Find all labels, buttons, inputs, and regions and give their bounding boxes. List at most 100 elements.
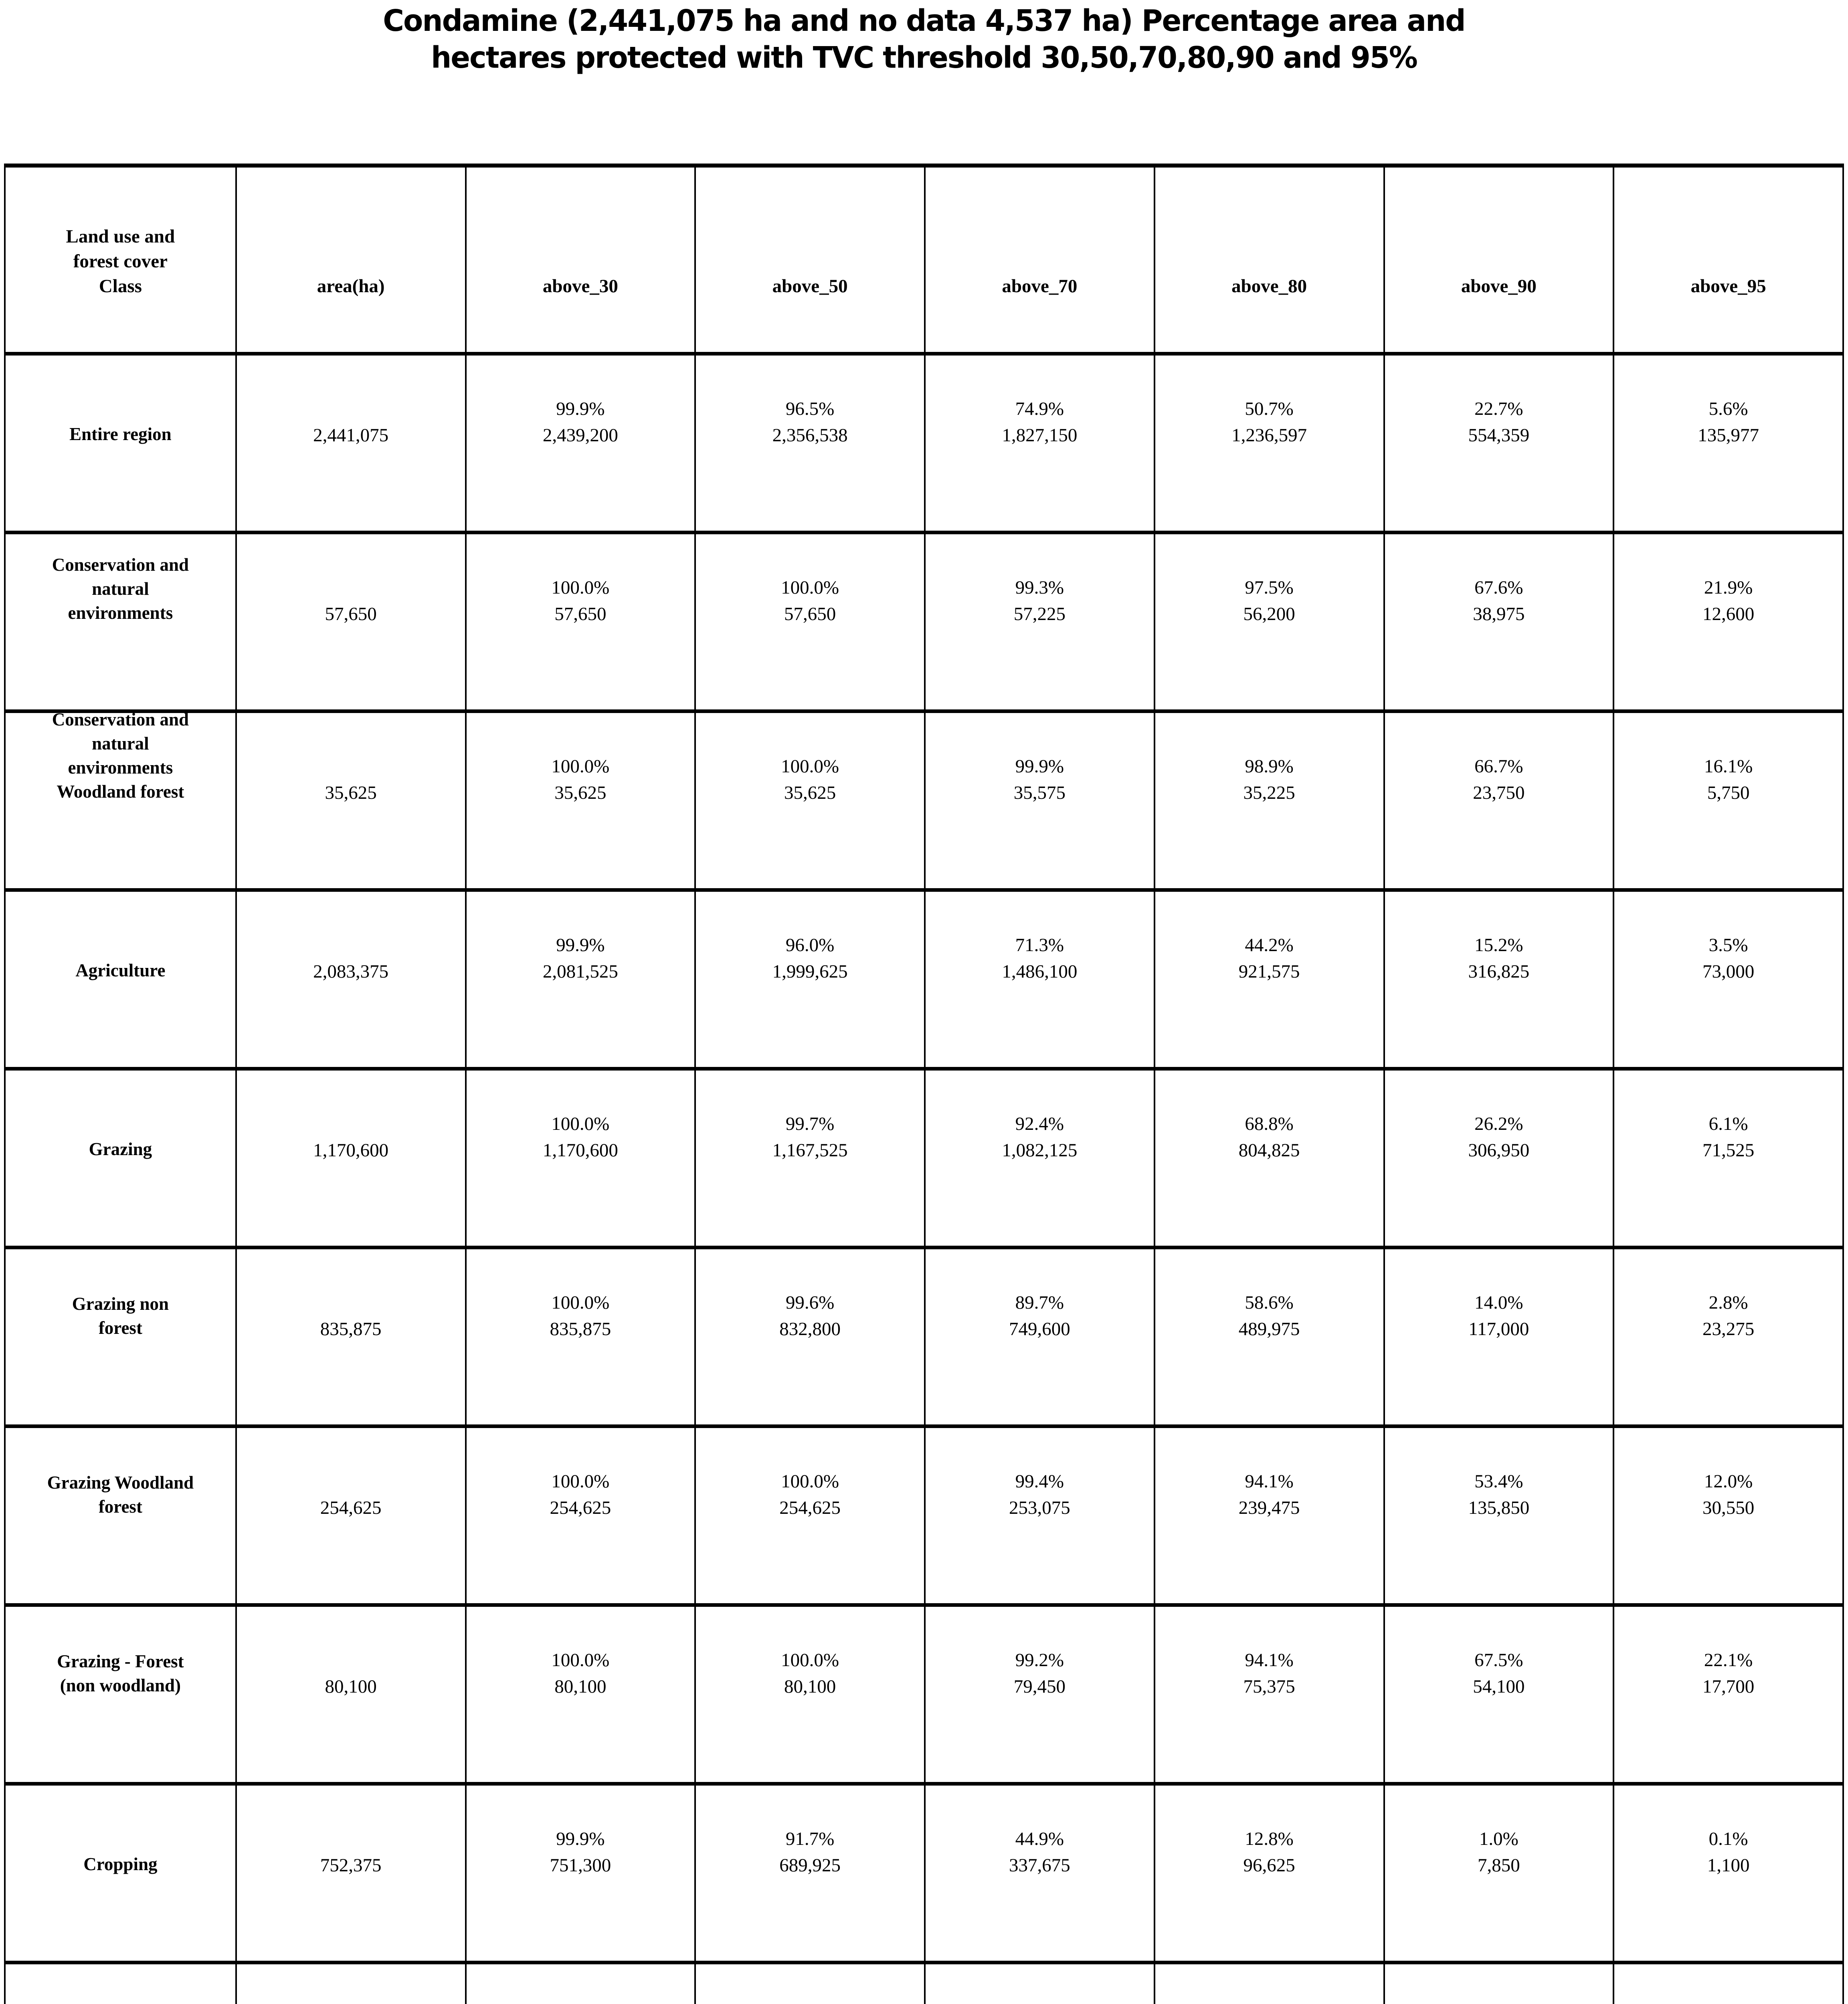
row-label-line: forest	[98, 1318, 142, 1338]
threshold-cell: 68.8% 804,825	[1153, 1071, 1383, 1246]
hectares-value: 79,450	[1013, 1676, 1066, 1697]
threshold-cell-content: 68.8% 804,825	[1157, 1111, 1382, 1164]
page-title-line-2: hectares protected with TVC threshold 30…	[431, 40, 1418, 75]
hectares-value: 751,300	[550, 1855, 611, 1876]
percent-value: 21.9%	[1704, 577, 1753, 598]
threshold-cell: 96.0% 1,999,625	[694, 892, 924, 1067]
percent-value: 14.0%	[1474, 1292, 1523, 1313]
threshold-cell: 0.1% 1,100	[1613, 1786, 1842, 1961]
table-row: Entire region 2,441,075 99.9% 2,439,200 96.5…	[6, 352, 1842, 531]
threshold-cell: 91.7% 689,925	[694, 1786, 924, 1961]
area-ha-value: 1,170,600	[313, 1140, 389, 1161]
threshold-cell-content: 53.4% 135,850	[1387, 1468, 1611, 1521]
hectares-value: 1,100	[1707, 1855, 1750, 1876]
row-label-line: environments	[68, 758, 173, 778]
threshold-cell: 22.7% 554,359	[1383, 356, 1613, 531]
threshold-cell: 12.0% 30,550	[1613, 1428, 1842, 1603]
percent-value: 67.6%	[1474, 577, 1523, 598]
column-header-text-class: Land use and forest cover Class	[7, 224, 234, 299]
threshold-cell-content: 66.7% 23,750	[1387, 753, 1611, 806]
threshold-cell-content: 100.0% 254,625	[698, 1468, 922, 1521]
threshold-cell: 22.1% 17,700	[1613, 1607, 1842, 1782]
threshold-cell-content: 100.0% 35,625	[468, 753, 693, 806]
row-label-line: natural	[92, 579, 149, 599]
threshold-cell: 99.9% 751,300	[465, 1786, 695, 1961]
hectares-value: 80,100	[784, 1676, 836, 1697]
percent-value: 99.6%	[785, 1292, 835, 1313]
hectares-value: 57,650	[554, 604, 607, 624]
area-ha-cell: 160,125	[235, 1964, 465, 2004]
row-label: Grazing	[7, 1137, 234, 1161]
area-ha-spacer	[239, 1647, 463, 1673]
row-label-cell: Grazing Woodland forest	[6, 1428, 235, 1603]
column-header-text-above-80: above_80	[1157, 274, 1382, 299]
percent-value: 1.0%	[1479, 1828, 1518, 1849]
hectares-value: 2,356,538	[772, 425, 848, 446]
hectares-value: 75,375	[1243, 1676, 1295, 1697]
threshold-cell: 99.9% 2,439,200	[465, 356, 695, 531]
area-ha-cell: 80,100	[235, 1607, 465, 1782]
hectares-value: 921,575	[1238, 961, 1300, 982]
hectares-value: 7,850	[1478, 1855, 1520, 1876]
hectares-value: 254,625	[550, 1497, 611, 1518]
percent-value: 100.0%	[551, 1292, 610, 1313]
column-header-above-50: above_50	[694, 168, 924, 352]
threshold-cell: 21.9% 12,600	[1613, 534, 1842, 709]
area-ha-value: 835,875	[320, 1319, 382, 1339]
row-label-line: Conservation and	[52, 555, 189, 575]
threshold-cell: 100.0% 57,650	[465, 534, 695, 709]
column-header-above-30: above_30	[465, 168, 695, 352]
threshold-cell: 100.0% 35,625	[694, 713, 924, 888]
threshold-cell-content: 99.9% 35,575	[927, 753, 1152, 806]
row-label: Grazing - Forest (non woodland)	[7, 1649, 234, 1697]
threshold-cell: 15.2% 316,825	[1383, 892, 1613, 1067]
row-label-cell: Grazing - Forest (non woodland)	[6, 1607, 235, 1782]
percent-value: 67.5%	[1474, 1650, 1523, 1671]
threshold-cell-content: 97.5% 56,200	[1157, 574, 1382, 627]
column-header-text-above-90: above_90	[1387, 274, 1611, 299]
table-row: Grazing Woodland forest 254,625 100.0% 254,6…	[6, 1424, 1842, 1603]
percent-value: 0.1%	[1708, 1828, 1748, 1849]
area-ha-value: 2,441,075	[313, 425, 389, 446]
threshold-cell-content: 22.7% 554,359	[1387, 396, 1611, 448]
row-label-line: (non woodland)	[60, 1675, 181, 1695]
table-header-row: Land use and forest cover Class area(ha) abo…	[6, 168, 1842, 352]
row-label-line: Grazing Woodland	[47, 1473, 194, 1493]
area-ha-cell: 57,650	[235, 534, 465, 709]
row-label: Entire region	[7, 422, 234, 446]
percent-value: 91.7%	[785, 1828, 835, 1849]
hectares-value: 80,100	[554, 1676, 607, 1697]
threshold-cell-content: 100.0% 835,875	[468, 1289, 693, 1342]
row-label: Grazing Woodland forest	[7, 1471, 234, 1519]
threshold-cell: 100.0% 80,100	[465, 1607, 695, 1782]
threshold-cell: 94.1% 239,475	[1153, 1428, 1383, 1603]
area-ha-cell: 2,441,075	[235, 356, 465, 531]
hectares-value: 35,625	[554, 782, 607, 803]
threshold-cell-content: 44.9% 337,675	[927, 1826, 1152, 1879]
hectares-value: 135,850	[1468, 1497, 1530, 1518]
area-ha-cell-content: 1,170,600	[239, 1111, 463, 1164]
threshold-cell-content: 50.7% 1,236,597	[1157, 396, 1382, 448]
percent-value: 99.7%	[785, 1113, 835, 1134]
row-label-line: natural	[92, 733, 149, 754]
percent-value: 22.7%	[1474, 398, 1523, 419]
hectares-value: 35,625	[784, 782, 836, 803]
area-ha-cell: 752,375	[235, 1786, 465, 1961]
threshold-cell-content: 94.1% 239,475	[1157, 1468, 1382, 1521]
threshold-cell-content: 99.9% 2,081,525	[468, 932, 693, 985]
threshold-cell: 94.1% 75,375	[1153, 1607, 1383, 1782]
threshold-cell-content: 67.6% 38,975	[1387, 574, 1611, 627]
percent-value: 100.0%	[551, 1650, 610, 1671]
column-header-line: above_90	[1461, 276, 1537, 297]
threshold-cell-content: 12.0% 30,550	[1616, 1468, 1841, 1521]
threshold-cell: 99.9% 35,575	[924, 713, 1154, 888]
column-header-text-above-50: above_50	[698, 274, 922, 299]
row-label-cell: Irrigation	[6, 1964, 235, 2004]
threshold-cell: 53.4% 135,850	[1383, 1428, 1613, 1603]
area-ha-spacer	[239, 396, 463, 422]
row-label-cell: Agriculture	[6, 892, 235, 1067]
table-row: Conservation and natural environments 57,65…	[6, 531, 1842, 709]
threshold-cell-content: 96.0% 1,999,625	[698, 932, 922, 985]
threshold-cell: 67.5% 54,100	[1383, 1607, 1613, 1782]
column-header-text-above-30: above_30	[468, 274, 693, 299]
